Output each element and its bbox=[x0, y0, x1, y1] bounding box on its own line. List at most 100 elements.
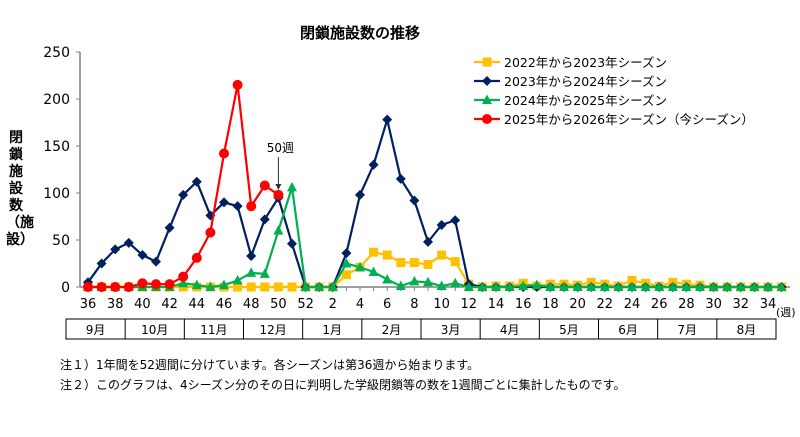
data-point-2 bbox=[219, 279, 229, 290]
data-point-1 bbox=[341, 248, 352, 259]
data-point-2 bbox=[572, 281, 583, 291]
data-point-0 bbox=[369, 247, 379, 257]
x-axis-unit: (週) bbox=[776, 306, 796, 319]
x-tick-label: 34 bbox=[760, 297, 777, 312]
data-point-0 bbox=[260, 282, 270, 292]
legend-label-2: 2024年から2025年シーズン bbox=[504, 93, 667, 108]
data-point-3 bbox=[123, 282, 134, 292]
series-line-2 bbox=[88, 187, 782, 289]
data-point-0 bbox=[627, 275, 637, 285]
data-point-0 bbox=[382, 250, 392, 260]
data-point-0 bbox=[423, 259, 433, 269]
data-point-2 bbox=[409, 275, 420, 286]
data-point-0 bbox=[233, 282, 243, 292]
data-point-0 bbox=[409, 258, 419, 268]
data-point-1 bbox=[191, 176, 202, 187]
data-point-1 bbox=[137, 250, 148, 261]
x-tick-label: 14 bbox=[488, 297, 505, 312]
data-point-2 bbox=[355, 261, 365, 272]
data-point-1 bbox=[450, 215, 461, 226]
data-point-1 bbox=[178, 189, 189, 200]
data-point-2 bbox=[586, 281, 597, 291]
data-point-2 bbox=[491, 281, 501, 291]
legend-marker-0 bbox=[482, 57, 492, 67]
data-point-0 bbox=[273, 282, 283, 292]
legend-marker-1 bbox=[482, 76, 492, 86]
data-point-1 bbox=[409, 195, 420, 206]
data-point-2 bbox=[368, 266, 379, 276]
data-point-3 bbox=[96, 282, 107, 292]
data-point-2 bbox=[314, 281, 325, 291]
data-point-2 bbox=[504, 281, 515, 291]
x-tick-label: 2 bbox=[329, 297, 337, 312]
data-point-2 bbox=[627, 281, 637, 291]
y-tick-label: 100 bbox=[43, 186, 70, 202]
x-tick-label: 16 bbox=[515, 297, 532, 312]
data-point-1 bbox=[382, 114, 393, 125]
x-tick-label: 12 bbox=[461, 297, 478, 312]
data-point-2 bbox=[708, 281, 719, 291]
data-point-2 bbox=[518, 280, 529, 291]
data-point-3 bbox=[259, 180, 270, 191]
x-tick-label: 20 bbox=[569, 297, 586, 312]
data-point-2 bbox=[763, 281, 773, 291]
legend-marker-3 bbox=[482, 114, 492, 124]
data-point-2 bbox=[273, 225, 284, 235]
data-point-1 bbox=[436, 219, 447, 230]
x-tick-label: 30 bbox=[705, 297, 722, 312]
x-tick-label: 6 bbox=[383, 297, 391, 312]
x-tick-label: 4 bbox=[356, 297, 364, 312]
data-point-1 bbox=[151, 256, 161, 267]
annotation-label: 50週 bbox=[267, 141, 294, 155]
data-point-3 bbox=[246, 201, 257, 212]
series-line-1 bbox=[87, 115, 782, 289]
data-point-2 bbox=[477, 281, 488, 291]
month-label: 3月 bbox=[441, 323, 461, 337]
data-point-2 bbox=[423, 276, 433, 287]
data-point-2 bbox=[559, 281, 569, 291]
x-tick-label: 50 bbox=[270, 297, 287, 312]
data-point-2 bbox=[436, 280, 447, 291]
y-tick-label: 50 bbox=[52, 233, 70, 249]
data-point-0 bbox=[396, 258, 406, 268]
note-2: 注２）このグラフは、4シーズン分のその日に判明した学級閉鎖等の数を1週間ごとに集… bbox=[60, 378, 626, 392]
x-tick-label: 44 bbox=[189, 297, 206, 312]
x-tick-label: 42 bbox=[161, 297, 178, 312]
data-point-3 bbox=[137, 278, 148, 289]
data-point-3 bbox=[232, 79, 243, 90]
data-point-2 bbox=[776, 281, 787, 291]
x-tick-label: 40 bbox=[134, 297, 151, 312]
data-point-0 bbox=[437, 250, 447, 260]
month-label: 10月 bbox=[141, 323, 168, 337]
x-tick-label: 22 bbox=[597, 297, 614, 312]
data-point-3 bbox=[219, 148, 229, 159]
data-point-1 bbox=[395, 173, 406, 184]
data-point-1 bbox=[355, 189, 365, 200]
y-tick-label: 0 bbox=[61, 280, 70, 296]
data-point-1 bbox=[259, 214, 270, 225]
month-label: 5月 bbox=[559, 323, 579, 337]
data-point-2 bbox=[545, 281, 556, 291]
y-tick-label: 250 bbox=[43, 45, 70, 61]
data-point-2 bbox=[191, 279, 202, 290]
month-label: 4月 bbox=[500, 323, 520, 337]
month-label: 12月 bbox=[259, 323, 286, 337]
x-tick-label: 32 bbox=[733, 297, 750, 312]
month-label: 6月 bbox=[618, 323, 638, 337]
legend-marker-2 bbox=[482, 94, 492, 104]
legend-label-0: 2022年から2023年シーズン bbox=[504, 55, 667, 70]
data-point-2 bbox=[382, 273, 393, 284]
data-point-2 bbox=[300, 281, 311, 291]
x-tick-label: 28 bbox=[678, 297, 695, 312]
data-point-1 bbox=[232, 201, 243, 212]
data-point-3 bbox=[110, 282, 121, 292]
month-label: 2月 bbox=[382, 323, 402, 337]
data-point-2 bbox=[599, 281, 610, 291]
legend-label-3: 2025年から2026年シーズン（今シーズン） bbox=[504, 112, 754, 127]
x-tick-label: 18 bbox=[542, 297, 559, 312]
x-tick-label: 24 bbox=[624, 297, 641, 312]
data-point-3 bbox=[151, 279, 161, 290]
data-point-2 bbox=[232, 274, 243, 285]
